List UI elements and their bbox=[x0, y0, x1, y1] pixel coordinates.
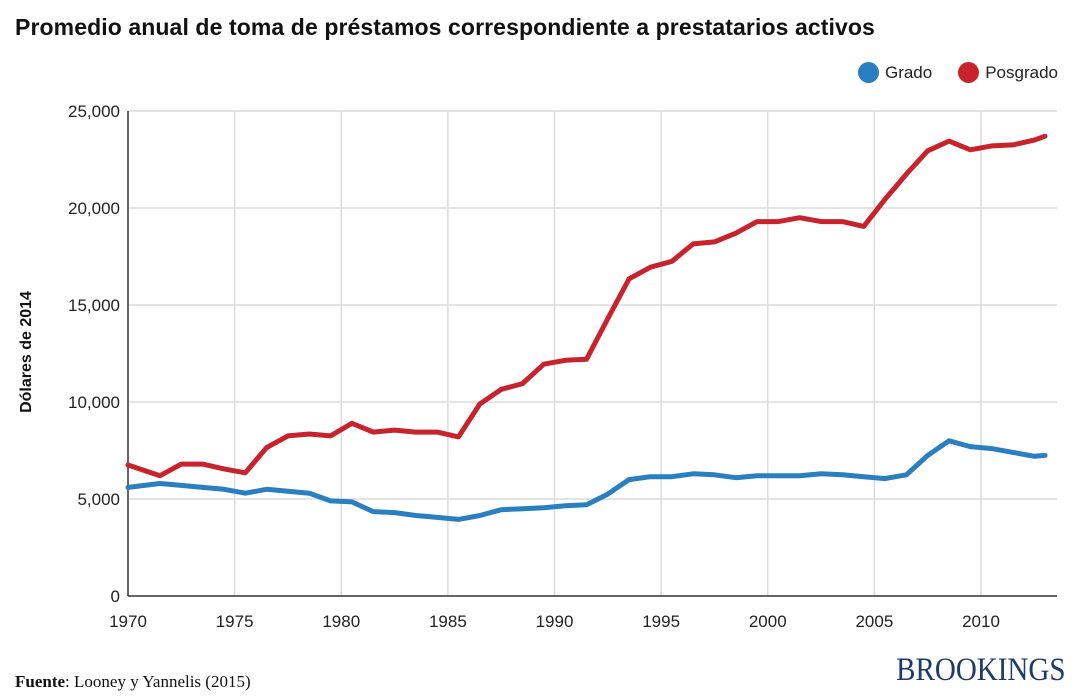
x-tick-label: 1995 bbox=[642, 612, 680, 631]
source-note: Fuente: Looney y Yannelis (2015) bbox=[15, 672, 251, 692]
legend-label-grado: Grado bbox=[884, 62, 933, 82]
series-lines bbox=[125, 133, 1048, 522]
y-tick-label: 15,000 bbox=[68, 296, 120, 315]
x-tick-labels: 1970 1975 1980 1985 1990 1995 2000 2005 2010 bbox=[109, 612, 1000, 631]
legend-item-grado: Grado bbox=[857, 62, 933, 83]
x-tick-label: 2000 bbox=[749, 612, 787, 631]
x-tick-label: 1970 bbox=[109, 612, 147, 631]
y-tick-label: 5,000 bbox=[77, 490, 120, 509]
y-tick-labels: 0 5,000 10,000 15,000 20,000 25,000 bbox=[68, 102, 120, 606]
x-tick-label: 2005 bbox=[855, 612, 893, 631]
grid-lines bbox=[128, 110, 1057, 596]
series-line-posgrado bbox=[125, 133, 1048, 479]
legend-swatch-posgrado bbox=[958, 62, 980, 83]
series-line-grado bbox=[125, 438, 1048, 522]
legend-label-posgrado: Posgrado bbox=[985, 62, 1058, 82]
y-axis-label: Dólares de 2014 bbox=[18, 291, 35, 413]
legend-item-posgrado: Posgrado bbox=[958, 62, 1058, 83]
legend-swatch-grado bbox=[857, 62, 879, 83]
chart-legend: Grado Posgrado bbox=[832, 62, 1058, 83]
x-tick-label: 1975 bbox=[216, 612, 254, 631]
chart-title: Promedio anual de toma de préstamos corr… bbox=[15, 14, 875, 40]
x-tick-label: 1990 bbox=[536, 612, 574, 631]
brookings-logo: BROOKINGS bbox=[896, 652, 1066, 688]
x-tick-label: 2010 bbox=[962, 612, 1000, 631]
y-tick-label: 20,000 bbox=[68, 199, 120, 218]
x-tick-label: 1980 bbox=[322, 612, 360, 631]
y-tick-label: 10,000 bbox=[68, 393, 120, 412]
source-label: Fuente bbox=[15, 672, 66, 691]
y-tick-label: 0 bbox=[111, 587, 120, 606]
y-tick-label: 25,000 bbox=[68, 102, 120, 121]
source-text: : Looney y Yannelis (2015) bbox=[65, 672, 251, 691]
axes bbox=[127, 111, 1057, 597]
x-tick-label: 1985 bbox=[429, 612, 467, 631]
